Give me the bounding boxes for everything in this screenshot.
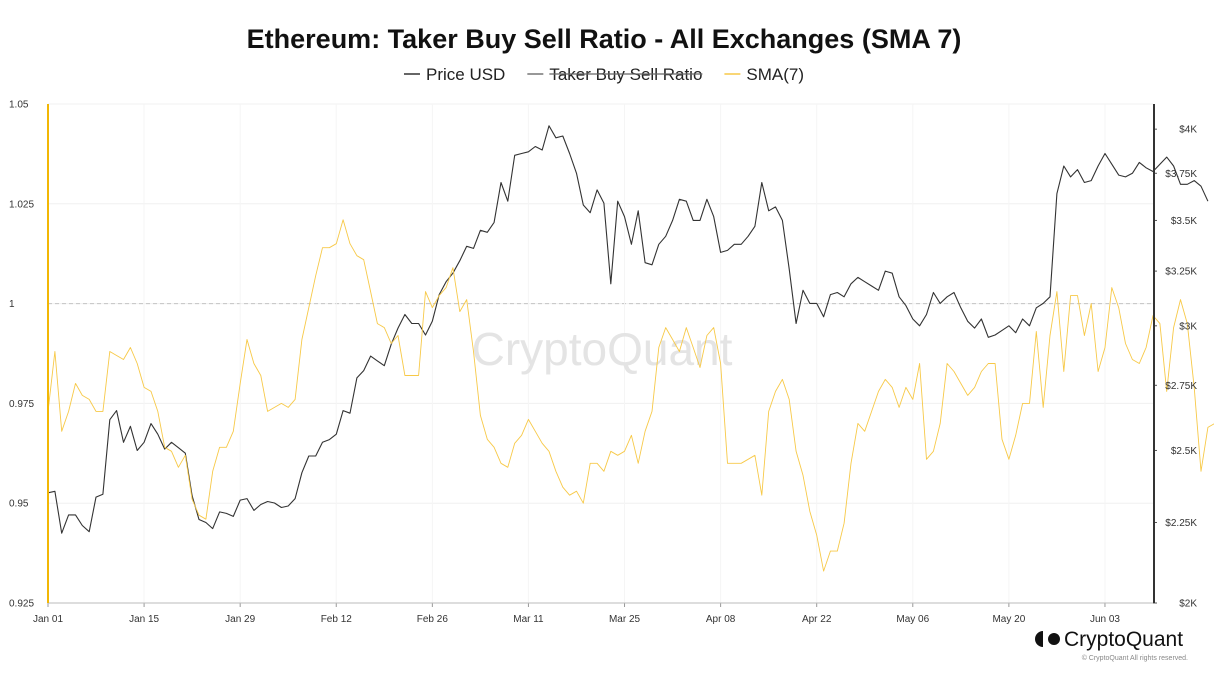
x-tick-label: Feb 26 — [417, 614, 449, 625]
y-right-tick-label: $2K — [1179, 599, 1197, 610]
watermark: CryptoQuant — [472, 323, 733, 375]
copyright-text: © CryptoQuant All rights reserved. — [1082, 654, 1188, 662]
plot-area — [47, 125, 1214, 572]
legend[interactable]: Price USD Taker Buy Sell Ratio SMA(7) — [403, 65, 804, 84]
y-right-tick-label: $3.5K — [1171, 216, 1197, 227]
y-left-tick-label: 1.025 — [9, 199, 34, 210]
cryptoquant-logo: CryptoQuant © CryptoQuant All rights res… — [1035, 628, 1188, 662]
y-right-tick-label: $2.5K — [1171, 446, 1197, 457]
legend-item-price-usd[interactable]: Price USD — [403, 65, 505, 84]
x-tick-label: Apr 08 — [706, 614, 736, 625]
y-left-tick-label: 1.05 — [9, 100, 29, 111]
legend-label: Price USD — [426, 65, 505, 84]
y-right-tick-label: $3K — [1179, 321, 1197, 332]
x-tick-label: Mar 11 — [513, 614, 544, 625]
x-tick-label: Mar 25 — [609, 614, 641, 625]
y-right-tick-label: $2.75K — [1165, 381, 1197, 392]
x-tick-label: Jan 29 — [225, 614, 255, 625]
series-line-price-usd — [47, 125, 1209, 534]
legend-label: SMA(7) — [746, 65, 804, 84]
logo-text: CryptoQuant — [1064, 628, 1183, 651]
logo-icon — [1035, 631, 1060, 647]
grid — [47, 103, 1153, 604]
y-left-tick-label: 0.95 — [9, 499, 29, 510]
x-tick-label: May 20 — [992, 614, 1025, 625]
legend-item-sma-7[interactable]: SMA(7) — [724, 65, 804, 84]
x-tick-label: Jan 01 — [33, 614, 63, 625]
x-tick-label: Jan 15 — [129, 614, 159, 625]
series-line-sma-7 — [47, 219, 1214, 572]
x-tick-label: May 06 — [896, 614, 929, 625]
axes: 0.925 0.95 0.975 1 1.025 1.05 Jan 01 Jan 15 Jan … — [9, 100, 1197, 626]
y-left-tick-label: 0.975 — [9, 399, 34, 410]
x-tick-label: Jun 03 — [1090, 614, 1120, 625]
y-right-tick-label: $2.25K — [1165, 518, 1197, 529]
y-right-tick-label: $3.75K — [1165, 169, 1197, 180]
y-left-tick-label: 0.925 — [9, 599, 34, 610]
y-right-tick-label: $3.25K — [1165, 267, 1197, 278]
chart-title: Ethereum: Taker Buy Sell Ratio - All Exc… — [247, 24, 962, 54]
y-left-tick-label: 1 — [9, 299, 15, 310]
legend-item-taker-buy-sell-ratio[interactable]: Taker Buy Sell Ratio — [527, 65, 702, 84]
x-tick-label: Feb 12 — [321, 614, 353, 625]
y-right-tick-label: $4K — [1179, 125, 1197, 136]
x-tick-label: Apr 22 — [802, 614, 832, 625]
